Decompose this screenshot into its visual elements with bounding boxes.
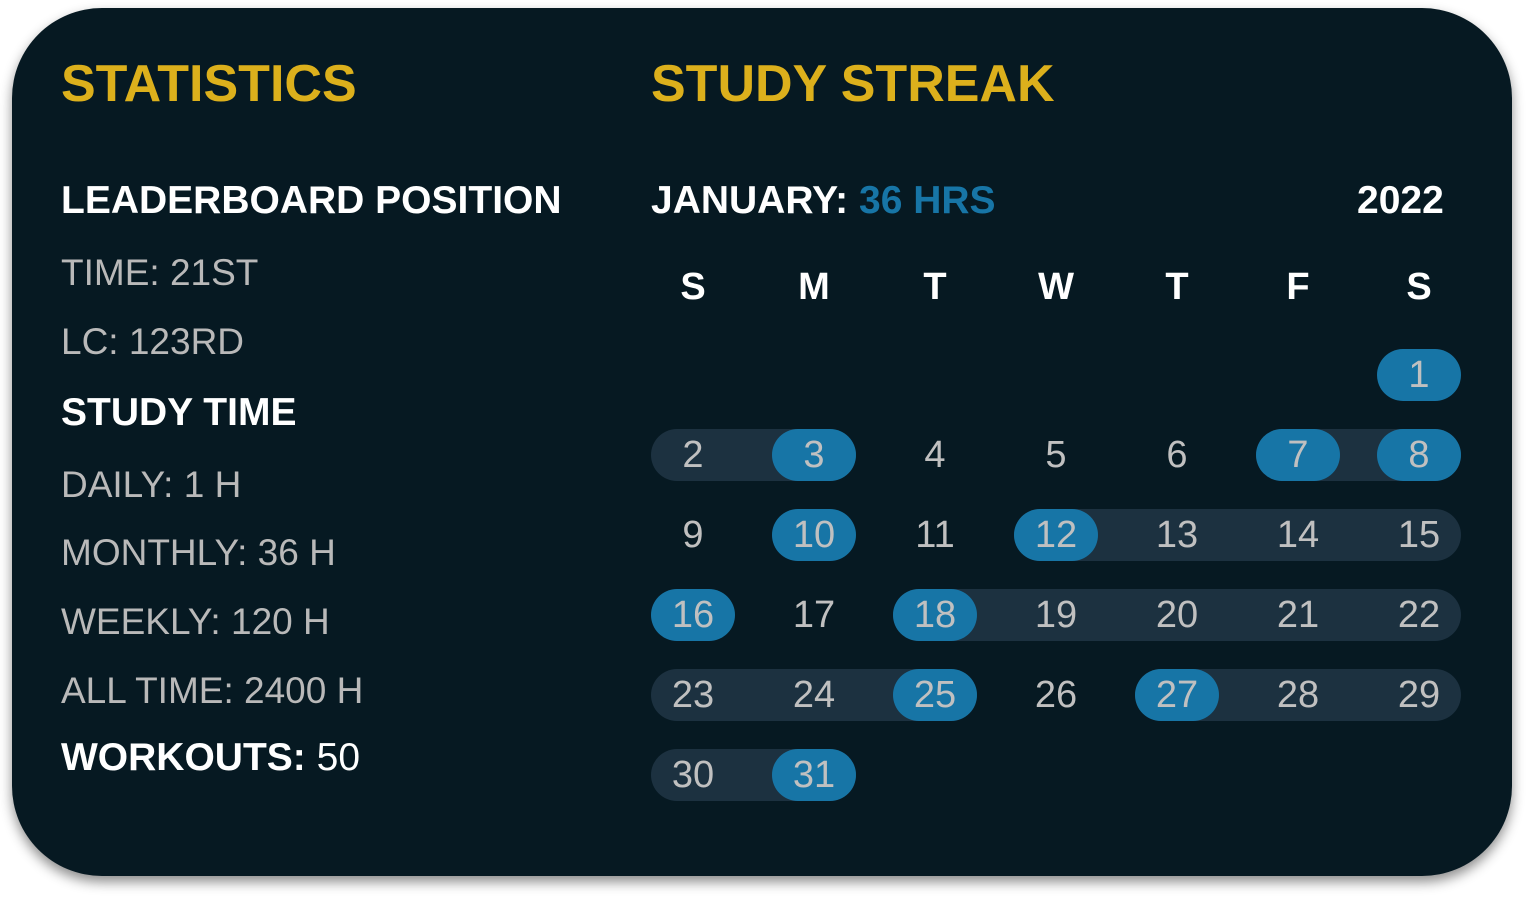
calendar-day[interactable]: 17 [792,594,836,636]
time-rank: TIME: 21ST [61,252,259,293]
calendar-day[interactable]: 2 [682,434,704,476]
workouts-label: WORKOUTS: [61,736,306,779]
study-day-highlight [893,669,977,721]
weekday-label: W [1038,266,1074,308]
calendar-day[interactable]: 25 [913,674,957,716]
calendar-day[interactable]: 7 [1287,434,1309,476]
weekday-label: S [680,266,706,308]
calendar-day[interactable]: 26 [1034,674,1078,716]
calendar-day[interactable]: 4 [924,434,946,476]
calendar-day[interactable]: 24 [792,674,836,716]
lc-rank: LC: 123RD [61,321,245,362]
calendar-day[interactable]: 1 [1408,354,1430,396]
calendar-day[interactable]: 20 [1155,594,1199,636]
workouts-value: 50 [305,736,361,779]
calendar-day[interactable]: 3 [803,434,825,476]
calendar-day[interactable]: 30 [671,754,715,796]
daily-time: DAILY: 1 H [61,464,242,505]
weekday-label: T [923,266,947,308]
month-label: JANUARY: [651,179,849,222]
calendar-day[interactable]: 19 [1034,594,1078,636]
calendar-day[interactable]: 21 [1276,594,1320,636]
calendar-day[interactable]: 6 [1166,434,1188,476]
weekday-label: T [1165,266,1189,308]
month-hours: 36 HRS [848,179,996,222]
study-streak-title: STUDY STREAK [651,55,1055,113]
study-day-highlight [893,589,977,641]
calendar-day[interactable]: 11 [915,514,955,556]
study-day-highlight [1377,349,1461,401]
study-day-highlight [772,509,856,561]
study-day-highlight [1135,669,1219,721]
calendar-day[interactable]: 9 [682,514,704,556]
calendar-day[interactable]: 31 [792,754,836,796]
calendar-day[interactable]: 28 [1276,674,1320,716]
calendar-day[interactable]: 29 [1397,674,1441,716]
study-day-highlight [651,589,735,641]
calendar-day[interactable]: 12 [1034,514,1078,556]
study-day-highlight [1377,429,1461,481]
calendar-day[interactable]: 13 [1155,514,1199,556]
year-label: 2022 [1357,179,1444,222]
calendar-day[interactable]: 23 [671,674,715,716]
calendar-day[interactable]: 5 [1045,434,1067,476]
streak-range [893,589,1461,641]
calendar-day[interactable]: 8 [1408,434,1430,476]
statistics-title: STATISTICS [61,55,357,113]
leaderboard-heading: LEADERBOARD POSITION [61,179,562,222]
calendar-day[interactable]: 16 [671,594,715,636]
weekday-label: F [1286,266,1310,308]
calendar-day[interactable]: 18 [913,594,957,636]
calendar-day[interactable]: 14 [1276,514,1320,556]
study-day-highlight [1256,429,1340,481]
workouts-stat: WORKOUTS: 50 [61,738,360,777]
study-day-highlight [772,749,856,801]
study-day-highlight [1014,509,1098,561]
monthly-time: MONTHLY: 36 H [61,532,336,573]
calendar-day[interactable]: 27 [1155,674,1199,716]
weekday-label: S [1406,266,1432,308]
month-summary: JANUARY: 36 HRS [651,181,996,220]
weekday-label: M [798,266,830,308]
calendar-day[interactable]: 22 [1397,594,1441,636]
calendar-day[interactable]: 10 [792,514,836,556]
weekly-time: WEEKLY: 120 H [61,601,330,642]
study-time-heading: STUDY TIME [61,391,297,434]
calendar-day[interactable]: 15 [1397,514,1441,556]
all-time: ALL TIME: 2400 H [61,670,364,711]
study-day-highlight [772,429,856,481]
